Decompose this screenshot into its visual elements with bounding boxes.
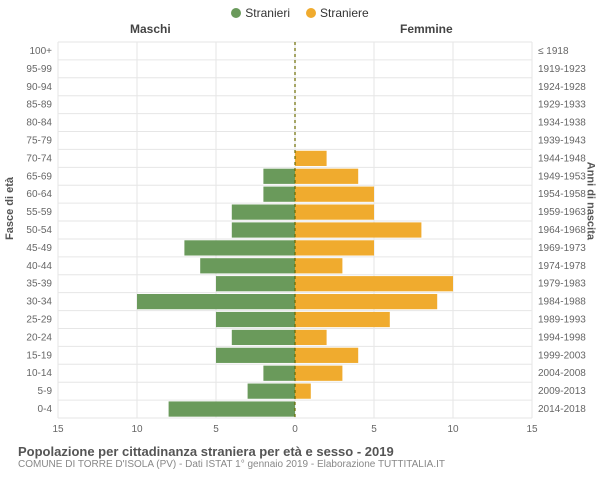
bar-male — [200, 258, 295, 273]
birth-label: 1939-1943 — [538, 135, 586, 146]
swatch-female — [306, 8, 316, 18]
age-label: 25-29 — [26, 315, 52, 326]
bar-male — [263, 366, 295, 381]
age-label: 85-89 — [26, 100, 52, 111]
legend-item-female: Straniere — [306, 6, 369, 20]
age-label: 80-84 — [26, 118, 52, 129]
ylabel-birth: Anni di nascita — [584, 162, 596, 240]
bar-male — [263, 187, 295, 202]
age-label: 100+ — [29, 46, 52, 57]
age-label: 5-9 — [38, 386, 53, 397]
bar-male — [216, 312, 295, 327]
column-headers: Maschi Femmine — [0, 22, 600, 40]
age-label: 55-59 — [26, 207, 52, 218]
age-label: 60-64 — [26, 189, 52, 200]
pyramid-svg: 15 10 5 0 5 10 15 100+ ≤ 1918 95-99 1919-1923 90-94… — [0, 40, 600, 440]
bar-female — [295, 366, 342, 381]
xtick-label: 15 — [526, 424, 538, 435]
birth-label: 1929-1933 — [538, 100, 586, 111]
birth-label: 1984-1988 — [538, 297, 586, 308]
birth-label: 1964-1968 — [538, 225, 586, 236]
bar-female — [295, 276, 453, 291]
bar-female — [295, 258, 342, 273]
birth-label: 1934-1938 — [538, 118, 586, 129]
bar-male — [248, 384, 295, 399]
birth-label: ≤ 1918 — [538, 46, 569, 57]
bar-female — [295, 330, 327, 345]
legend-item-male: Stranieri — [231, 6, 290, 20]
birth-label: 1954-1958 — [538, 189, 586, 200]
age-label: 30-34 — [26, 297, 52, 308]
bar-male — [184, 240, 295, 255]
bar-male — [137, 294, 295, 309]
bar-female — [295, 187, 374, 202]
ylabel-age: Fasce di età — [4, 177, 16, 240]
birth-label: 1994-1998 — [538, 332, 586, 343]
birth-label: 2009-2013 — [538, 386, 586, 397]
header-female: Femmine — [400, 22, 453, 36]
age-label: 35-39 — [26, 279, 52, 290]
footer-title: Popolazione per cittadinanza straniera p… — [18, 444, 590, 459]
chart-area: Fasce di età Anni di nascita 15105051015… — [0, 40, 600, 440]
birth-label: 1989-1993 — [538, 315, 586, 326]
age-label: 0-4 — [38, 404, 53, 415]
bar-female — [295, 384, 311, 399]
age-label: 50-54 — [26, 225, 52, 236]
age-label: 45-49 — [26, 243, 52, 254]
bar-female — [295, 222, 421, 237]
xtick-label: 5 — [371, 424, 377, 435]
birth-label: 1974-1978 — [538, 261, 586, 272]
bar-male — [169, 401, 295, 416]
age-label: 40-44 — [26, 261, 52, 272]
footer-subtitle: COMUNE DI TORRE D'ISOLA (PV) - Dati ISTA… — [18, 459, 590, 470]
birth-label: 1924-1928 — [538, 82, 586, 93]
bar-male — [232, 222, 295, 237]
age-label: 70-74 — [26, 153, 52, 164]
footer: Popolazione per cittadinanza straniera p… — [0, 440, 600, 470]
birth-label: 1969-1973 — [538, 243, 586, 254]
bar-male — [216, 276, 295, 291]
xtick-label: 10 — [131, 424, 143, 435]
header-male: Maschi — [130, 22, 171, 36]
birth-label: 1919-1923 — [538, 64, 586, 75]
age-label: 95-99 — [26, 64, 52, 75]
bar-female — [295, 294, 437, 309]
legend-label-female: Straniere — [320, 6, 369, 20]
legend: Stranieri Straniere — [0, 0, 600, 22]
xtick-label: 5 — [213, 424, 219, 435]
bar-male — [216, 348, 295, 363]
bar-female — [295, 312, 390, 327]
age-label: 15-19 — [26, 350, 52, 361]
xtick-label: 10 — [447, 424, 459, 435]
birth-label: 2014-2018 — [538, 404, 586, 415]
swatch-male — [231, 8, 241, 18]
bar-male — [232, 204, 295, 219]
xtick-label: 0 — [292, 424, 298, 435]
bar-male — [232, 330, 295, 345]
bar-male — [263, 169, 295, 184]
age-label: 10-14 — [26, 368, 52, 379]
bar-female — [295, 348, 358, 363]
birth-label: 2004-2008 — [538, 368, 586, 379]
legend-label-male: Stranieri — [245, 6, 290, 20]
age-label: 75-79 — [26, 135, 52, 146]
xtick-label: 15 — [52, 424, 64, 435]
bar-female — [295, 240, 374, 255]
birth-label: 1999-2003 — [538, 350, 586, 361]
bar-female — [295, 151, 327, 166]
birth-label: 1979-1983 — [538, 279, 586, 290]
bar-female — [295, 169, 358, 184]
birth-label: 1944-1948 — [538, 153, 586, 164]
age-label: 20-24 — [26, 332, 52, 343]
birth-label: 1949-1953 — [538, 171, 586, 182]
age-label: 90-94 — [26, 82, 52, 93]
age-label: 65-69 — [26, 171, 52, 182]
birth-label: 1959-1963 — [538, 207, 586, 218]
bar-female — [295, 204, 374, 219]
